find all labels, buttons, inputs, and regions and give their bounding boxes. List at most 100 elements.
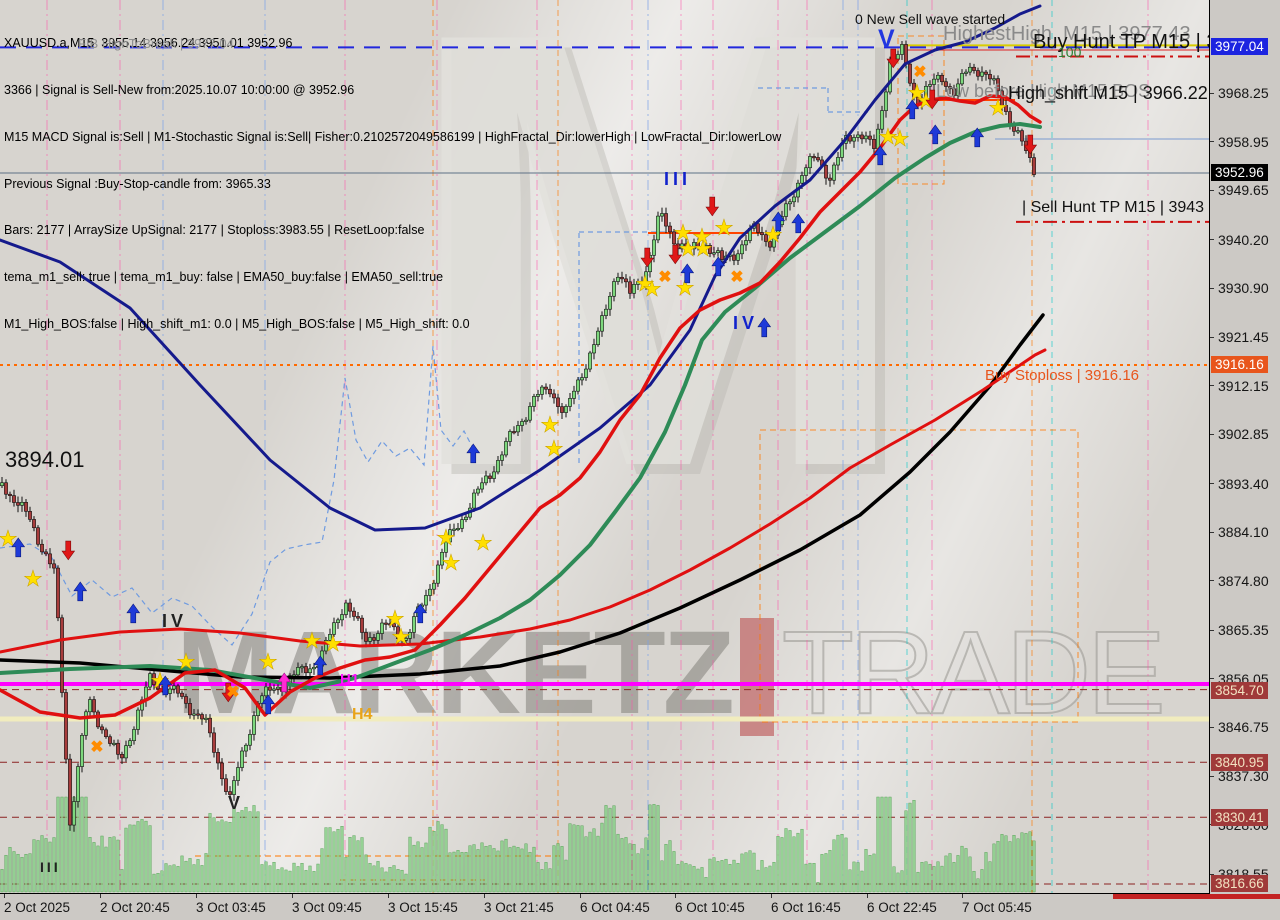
volume-bar	[200, 865, 204, 893]
candle-up	[264, 686, 268, 697]
candle-up	[744, 240, 748, 246]
header-macd-line: M15 MACD Signal is:Sell | M1-Stochastic …	[4, 129, 782, 144]
header-quote-line: XAUUSD.a,M15 3955.14 3956.24 3951.01 395…	[4, 36, 293, 51]
candle-up	[336, 619, 340, 624]
candle-down	[36, 527, 40, 545]
price-axis-label: 3912.15	[1218, 377, 1269, 394]
sell-arrow-icon	[705, 196, 720, 217]
annotation-h1-label: H1	[340, 671, 360, 688]
candle-up	[652, 239, 656, 256]
price-axis-tick	[1210, 580, 1214, 582]
time-axis-tick	[100, 894, 101, 898]
volume-bar	[1008, 841, 1012, 893]
volume-bar	[828, 850, 832, 893]
volume-bar	[448, 852, 452, 893]
time-axis-tick	[867, 894, 868, 898]
candle-up	[792, 196, 796, 203]
volume-bar	[588, 831, 592, 893]
price-badge: 3854.70	[1211, 681, 1268, 699]
volume-bar	[548, 868, 552, 893]
candle-up	[432, 582, 436, 590]
volume-bar	[896, 872, 900, 893]
candle-down	[512, 431, 516, 434]
candle-up	[960, 73, 964, 85]
time-axis-tick	[675, 894, 676, 898]
candle-up	[936, 74, 940, 80]
volume-bar	[1000, 834, 1004, 893]
candle-up	[496, 460, 500, 473]
price-badge: 3977.04	[1211, 38, 1268, 56]
candle-up	[424, 595, 428, 606]
volume-bar	[224, 821, 228, 893]
volume-bar	[40, 835, 44, 893]
volume-bar	[12, 851, 16, 893]
volume-bar	[788, 830, 792, 893]
candle-up	[476, 488, 480, 494]
volume-bar	[532, 846, 536, 893]
candle-down	[912, 82, 916, 98]
candle-up	[460, 519, 464, 529]
volume-bar	[16, 853, 20, 893]
candle-up	[596, 330, 600, 345]
ma-line-green	[0, 122, 1042, 690]
volume-bar	[160, 870, 164, 893]
volume-bar	[516, 847, 520, 893]
candle-up	[140, 699, 144, 711]
volume-bar	[308, 865, 312, 893]
candle-up	[276, 686, 280, 690]
candle-up	[20, 501, 24, 506]
volume-bar	[44, 838, 48, 893]
star-marker: ★	[473, 530, 493, 555]
candle-up	[248, 734, 252, 746]
volume-bar	[440, 824, 444, 893]
volume-bar	[932, 866, 936, 893]
time-axis[interactable]: 2 Oct 2025 2 Oct 20:45 3 Oct 03:45 3 Oct 09…	[0, 894, 1280, 920]
volume-bar	[904, 810, 908, 893]
candle-up	[244, 744, 248, 752]
star-marker: ★	[391, 624, 411, 649]
annotation-highest-high: HighestHigh M15 | 3977.43	[943, 23, 1191, 45]
volume-bar	[120, 869, 124, 893]
candle-down	[948, 86, 952, 90]
volume-bar	[460, 852, 464, 893]
volume-bar	[192, 864, 196, 893]
volume-bar	[640, 848, 644, 893]
candle-down	[116, 742, 120, 755]
chart-area[interactable]: M MARKETZ TRADE ★ ★ ★ ★ ★ ★ ★ ★ ★ ★ ★ ★ ★ ★ ★ ★ ★ ★ ★ ★ ★ ★ ★ ★…	[0, 0, 1210, 894]
volume-bar	[188, 858, 192, 893]
volume-bar	[796, 832, 800, 893]
volume-bar	[348, 837, 352, 893]
candle-down	[664, 213, 668, 227]
candle-up	[880, 110, 884, 130]
volume-bar	[216, 821, 220, 893]
volume-bar	[408, 836, 412, 893]
volume-bar	[392, 865, 396, 893]
time-axis-label: 6 Oct 10:45	[675, 900, 745, 915]
candle-down	[108, 736, 112, 744]
volume-bar	[556, 843, 560, 893]
volume-bar	[824, 853, 828, 893]
buy-arrow-icon	[413, 603, 428, 624]
candle-down	[904, 44, 908, 65]
volume-bar	[432, 831, 436, 893]
candle-down	[40, 543, 44, 553]
candle-down	[304, 666, 308, 674]
volume-bar	[128, 824, 132, 893]
annotation-wave-III-top: III	[664, 169, 692, 189]
volume-bar	[860, 870, 864, 893]
buy-arrow-icon	[791, 213, 806, 234]
price-badge: 3916.16	[1211, 355, 1268, 373]
candle-up	[536, 394, 540, 397]
sell-arrow-icon	[640, 247, 655, 268]
volume-bar	[92, 842, 96, 893]
volume-bar	[228, 822, 232, 893]
chart-canvas[interactable]: ★★★★★★★★★★★★★★★★★★★★★★★★★★★★✖✖✖✖✖	[0, 0, 1209, 893]
candle-up	[452, 528, 456, 531]
annotation-low-before-high: Low before High M15 BOS	[936, 81, 1151, 101]
volume-bar	[580, 825, 584, 893]
price-axis[interactable]: 3968.25 3958.95 3949.65 3940.20 3930.90 3921.…	[1210, 0, 1280, 893]
candle-up	[344, 602, 348, 615]
volume-bar	[692, 866, 696, 893]
time-axis-label: 3 Oct 15:45	[388, 900, 458, 915]
candle-down	[396, 626, 400, 639]
